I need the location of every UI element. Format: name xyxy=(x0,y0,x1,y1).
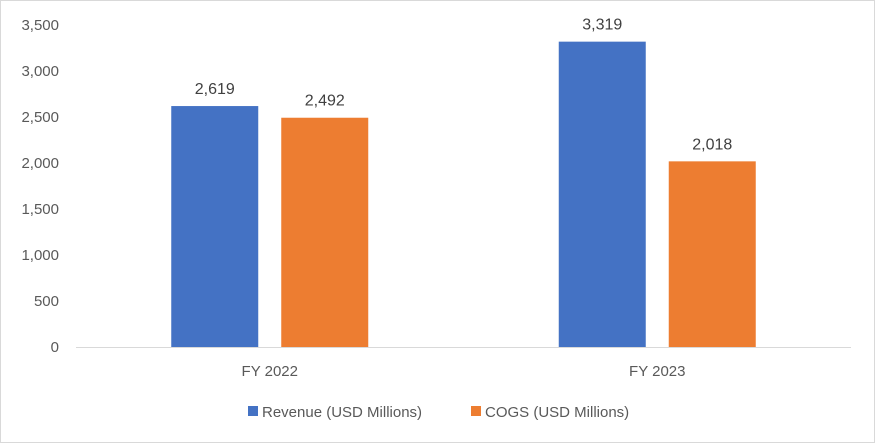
bar-cogs xyxy=(668,161,756,347)
data-labels: 2,619 2,492 3,319 2,018 xyxy=(195,17,733,154)
bars xyxy=(171,41,756,348)
legend-swatch xyxy=(471,406,481,416)
y-tick-label: 0 xyxy=(51,339,59,356)
x-axis: FY 2022 FY 2023 xyxy=(76,347,851,380)
y-tick-label: 500 xyxy=(34,293,59,310)
x-tick-label: FY 2023 xyxy=(629,363,685,380)
legend-swatch xyxy=(248,406,258,416)
data-label: 2,492 xyxy=(305,93,345,110)
data-label: 3,319 xyxy=(582,17,622,34)
legend-label: COGS (USD Millions) xyxy=(485,404,629,421)
x-tick-label: FY 2022 xyxy=(242,363,298,380)
legend-label: Revenue (USD Millions) xyxy=(262,404,422,421)
y-axis: 0 500 1,000 1,500 2,000 2,500 3,000 3,500 xyxy=(21,17,59,356)
y-tick-label: 1,000 xyxy=(21,247,59,264)
data-label: 2,018 xyxy=(692,136,732,153)
y-tick-label: 3,500 xyxy=(21,17,59,34)
y-tick-label: 2,000 xyxy=(21,155,59,172)
bar-revenue xyxy=(171,106,259,347)
data-label: 2,619 xyxy=(195,81,235,98)
bar-revenue xyxy=(558,41,646,347)
y-tick-label: 1,500 xyxy=(21,201,59,218)
bar-cogs xyxy=(281,117,369,348)
y-tick-label: 2,500 xyxy=(21,109,59,126)
y-tick-label: 3,000 xyxy=(21,63,59,80)
legend: Revenue (USD Millions) COGS (USD Millions… xyxy=(248,404,629,421)
